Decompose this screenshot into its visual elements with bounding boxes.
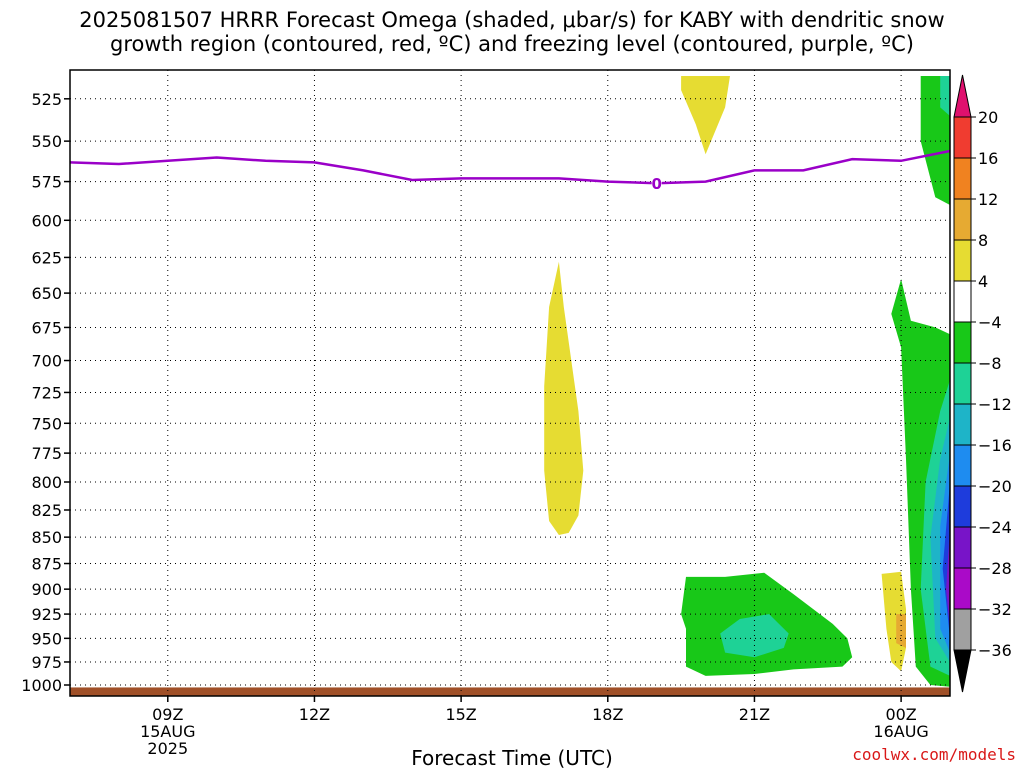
colorbar-swatch: [953, 157, 972, 200]
colorbar-tick-label: −12: [978, 395, 1012, 414]
chart-title-line-2: growth region (contoured, red, ºC) and f…: [110, 32, 914, 56]
omega-region-7: [940, 76, 950, 116]
colorbar-tick-label: −36: [978, 641, 1012, 660]
colorbar-swatch: [953, 362, 972, 405]
colorbar-tick-label: 16: [978, 149, 998, 168]
y-tick-label: 600: [31, 211, 62, 230]
chart-title: 2025081507 HRRR Forecast Omega (shaded, …: [0, 8, 1024, 56]
freezing-level-label: 0: [651, 175, 661, 193]
y-tick-label: 975: [31, 653, 62, 672]
colorbar-swatch: [953, 239, 972, 282]
y-tick-label: 700: [31, 352, 62, 371]
colorbar-swatch: [953, 198, 972, 241]
colorbar-swatch: [953, 444, 972, 487]
x-tick-label: 16AUG: [873, 722, 928, 741]
colorbar-tick-label: −16: [978, 436, 1012, 455]
x-axis-label: Forecast Time (UTC): [411, 746, 613, 770]
x-tick-label: 09Z: [152, 705, 183, 724]
colorbar-swatch: [953, 485, 972, 528]
x-tick-label: 21Z: [739, 705, 770, 724]
colorbar-swatch: [953, 321, 972, 364]
omega-region-4: [881, 571, 906, 672]
colorbar-tick-label: −28: [978, 559, 1012, 578]
omega-region-0: [681, 76, 730, 155]
y-tick-label: 625: [31, 248, 62, 267]
y-tick-label: 1000: [21, 676, 62, 695]
y-tick-label: 825: [31, 501, 62, 520]
colorbar-tick-label: −32: [978, 600, 1012, 619]
colorbar-swatch: [953, 403, 972, 446]
colorbar-tick-label: −4: [978, 313, 1002, 332]
y-tick-label: 950: [31, 629, 62, 648]
x-tick-label: 2025: [147, 739, 188, 758]
colorbar-swatch: [953, 116, 972, 159]
x-tick-label: 15Z: [445, 705, 476, 724]
freezing-level-label-bg: [651, 175, 662, 192]
colorbar-tick-label: 12: [978, 190, 998, 209]
colorbar-tick-label: −24: [978, 518, 1012, 537]
omega-region-13: [946, 526, 950, 629]
omega-region-1: [544, 261, 584, 535]
omega-shading: [544, 76, 950, 687]
colorbar-tick-label: 4: [978, 272, 988, 291]
plot-frame: [69, 69, 951, 697]
grid-lines: [70, 70, 950, 696]
colorbar-swatch: [953, 608, 972, 651]
y-tick-label: 525: [31, 90, 62, 109]
x-tick-label: 18Z: [592, 705, 623, 724]
y-tick-label: 675: [31, 318, 62, 337]
y-tick-label: 875: [31, 555, 62, 574]
colorbar-tick-label: 20: [978, 108, 998, 127]
colorbar-swatch: [953, 280, 972, 323]
freezing-level-line: [69, 149, 951, 185]
colorbar-swatch: [953, 526, 972, 569]
colorbar-tick-label: 8: [978, 231, 988, 250]
y-tick-label: 725: [31, 383, 62, 402]
credit-link[interactable]: coolwx.com/models: [852, 745, 1016, 764]
x-tick-label: 12Z: [299, 705, 330, 724]
y-tick-label: 775: [31, 444, 62, 463]
y-tick-label: 575: [31, 173, 62, 192]
y-tick-label: 850: [31, 528, 62, 547]
y-tick-label: 550: [31, 132, 62, 151]
colorbar-swatch: [953, 567, 972, 610]
y-tick-label: 900: [31, 580, 62, 599]
colorbar-tick-label: −8: [978, 354, 1002, 373]
chart-title-line-1: 2025081507 HRRR Forecast Omega (shaded, …: [79, 8, 945, 32]
y-tick-label: 750: [31, 414, 62, 433]
terrain-strip: [70, 687, 950, 696]
colorbar-tick-label: −20: [978, 477, 1012, 496]
x-tick-label: 00Z: [885, 705, 916, 724]
colorbar-cap-bottom: [953, 649, 972, 693]
x-tick-label: 15AUG: [140, 722, 195, 741]
colorbar-cap-top: [953, 74, 972, 118]
y-tick-label: 800: [31, 473, 62, 492]
y-tick-label: 925: [31, 605, 62, 624]
y-tick-label: 650: [31, 284, 62, 303]
